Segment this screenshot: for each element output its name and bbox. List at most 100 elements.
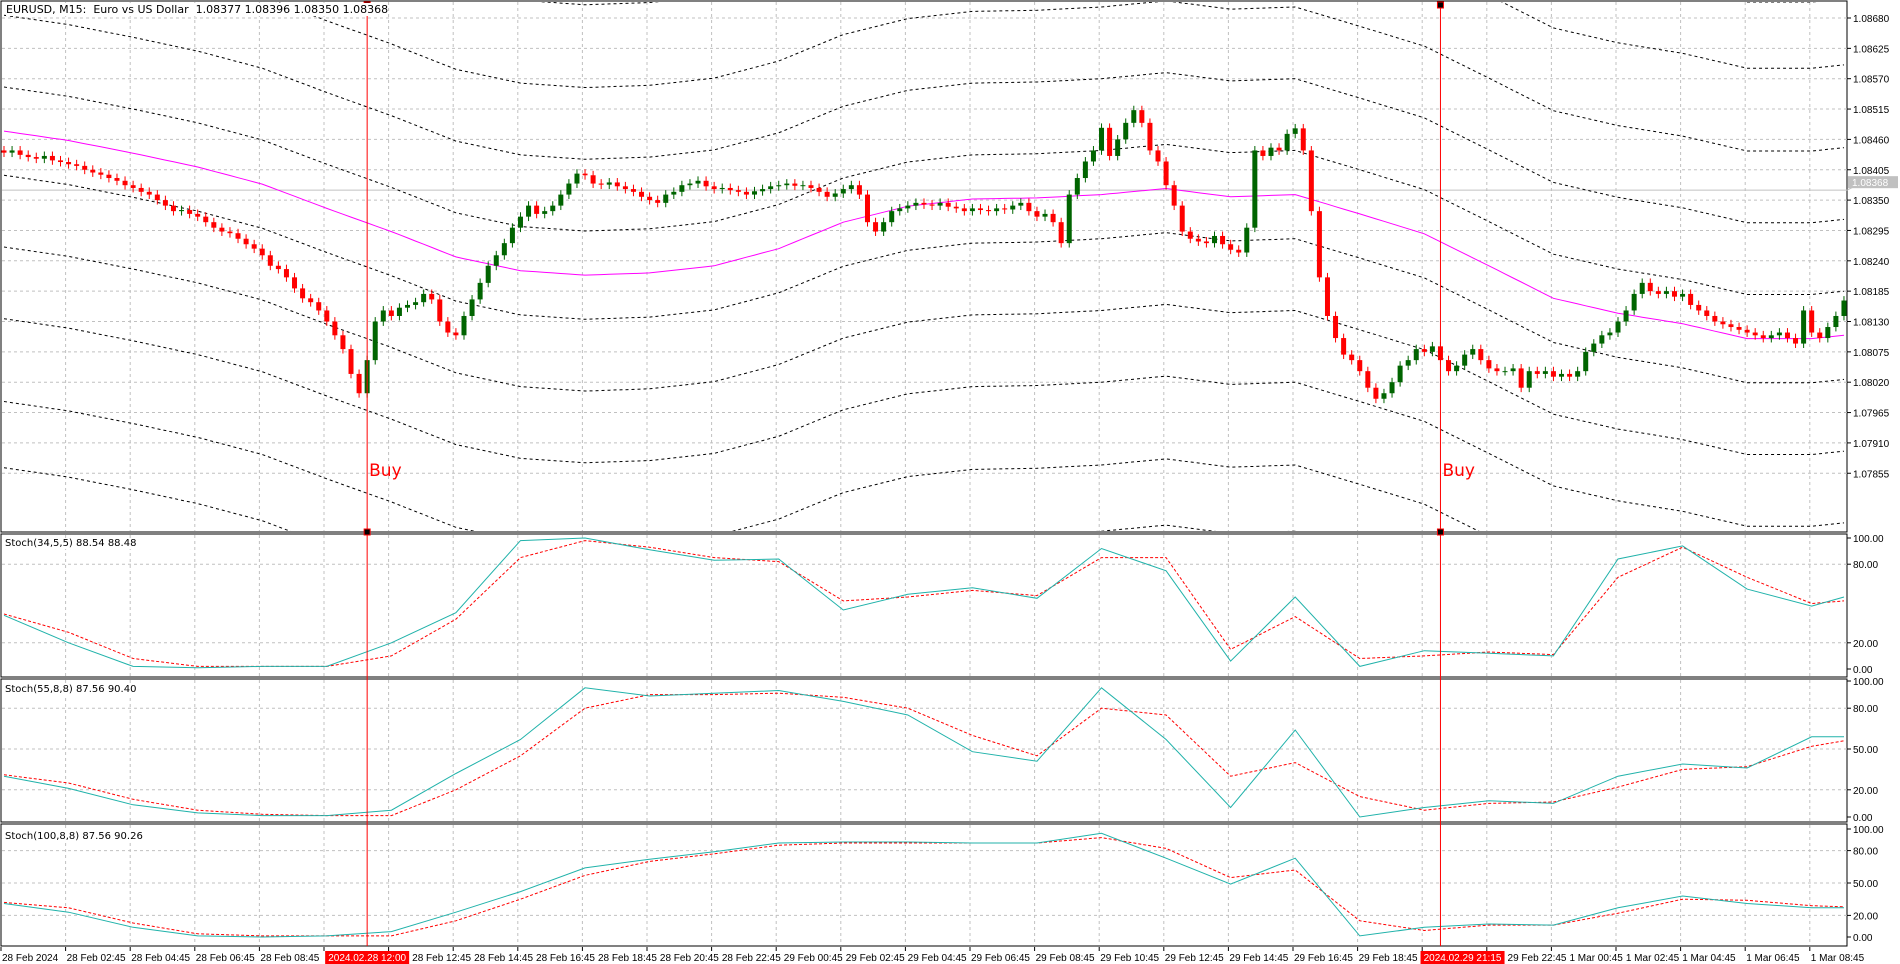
main-panel-frame (0, 0, 1848, 533)
candle-body (1066, 194, 1072, 244)
candle (275, 261, 281, 274)
candle (832, 189, 838, 202)
candle (663, 190, 669, 208)
candle (840, 184, 846, 198)
candle (1082, 157, 1088, 183)
candle (348, 344, 354, 379)
candle (380, 306, 386, 326)
candle (864, 190, 870, 227)
candle (33, 152, 39, 164)
candle-body (735, 190, 741, 192)
candle-body (1768, 335, 1774, 339)
candle (1002, 203, 1008, 214)
candle-body (1696, 304, 1702, 311)
buy-line-handle (1436, 528, 1444, 536)
candle (74, 159, 80, 171)
time-axis-label: 29 Feb 04:45 (908, 953, 967, 964)
candle (1567, 369, 1573, 382)
candle (1599, 330, 1605, 348)
candle (235, 228, 241, 244)
candle (1147, 118, 1153, 155)
candle-body (1599, 335, 1605, 344)
candle (1131, 105, 1137, 128)
candle-body (57, 160, 63, 163)
candle-body (203, 216, 209, 223)
candle-body (1220, 235, 1226, 245)
candle (977, 203, 983, 215)
candle (1316, 206, 1322, 282)
candle-body (501, 243, 507, 256)
time-axis-label: 28 Feb 04:45 (131, 953, 190, 964)
candle-body (977, 208, 983, 211)
candle-body (1655, 291, 1661, 294)
candle (1801, 306, 1807, 348)
time-axis-label: 28 Feb 16:45 (536, 953, 595, 964)
candle-body (1397, 365, 1403, 383)
candle (1090, 146, 1096, 166)
candle-body (138, 187, 144, 192)
candle-body (90, 169, 96, 173)
candle (1744, 325, 1750, 337)
stoch-signal-line (3, 540, 1845, 667)
candle-body (703, 180, 709, 187)
time-axis-label: 28 Feb 2024 (2, 953, 59, 964)
candle (1341, 333, 1347, 360)
chart-header: EURUSD, M15: Euro vs US Dollar 1.08377 1… (6, 3, 389, 16)
candle-body (396, 307, 402, 316)
candle (122, 176, 128, 190)
candle (1655, 286, 1661, 299)
candle-body (235, 233, 241, 239)
candle (9, 146, 15, 158)
candle (49, 151, 55, 165)
candle (1809, 306, 1815, 337)
indicator-axis-label: 100.00 (1853, 825, 1884, 836)
candle-body (808, 185, 814, 188)
candle-body (1244, 227, 1250, 253)
candle (937, 198, 943, 211)
candle (687, 179, 693, 190)
candle-body (848, 185, 854, 190)
candle-body (558, 194, 564, 206)
candle (647, 192, 653, 205)
candle-body (211, 222, 217, 228)
candle-body (937, 202, 943, 206)
candle-body (388, 310, 394, 316)
candle-body (921, 202, 927, 205)
candle-body (1776, 332, 1782, 336)
envelope-band-line (3, 467, 1297, 531)
candle (760, 184, 766, 196)
candle-body (316, 302, 322, 311)
symbol-timeframe: EURUSD, M15: (6, 3, 87, 16)
candle-body (1502, 371, 1508, 373)
candle (816, 183, 822, 197)
candle (485, 261, 491, 288)
candle (1494, 363, 1500, 376)
candle-body (146, 191, 152, 195)
price-axis-label: 1.08680 (1853, 14, 1890, 25)
candle (1050, 209, 1056, 227)
candle-body (1728, 324, 1734, 328)
candle-body (1341, 338, 1347, 355)
stoch-main-line (3, 537, 1845, 669)
candle-body (687, 183, 693, 186)
candle-body (622, 186, 628, 190)
candle-body (1793, 338, 1799, 344)
candle (800, 180, 806, 191)
candle-body (461, 315, 467, 336)
candle (768, 181, 774, 194)
candle (1760, 330, 1766, 343)
candle-body (889, 211, 895, 223)
candle (1, 146, 7, 158)
candle (413, 297, 419, 310)
candle-body (1268, 147, 1274, 156)
candle-body (292, 277, 298, 289)
candle (1817, 328, 1823, 343)
candle-body (259, 248, 265, 256)
candle (1518, 363, 1524, 393)
ohlc-values: 1.08377 1.08396 1.08350 1.08368 (195, 3, 389, 16)
candle-body (784, 183, 790, 186)
candle-body (1155, 150, 1161, 162)
candle (1720, 317, 1726, 329)
candle-body (1583, 351, 1589, 372)
